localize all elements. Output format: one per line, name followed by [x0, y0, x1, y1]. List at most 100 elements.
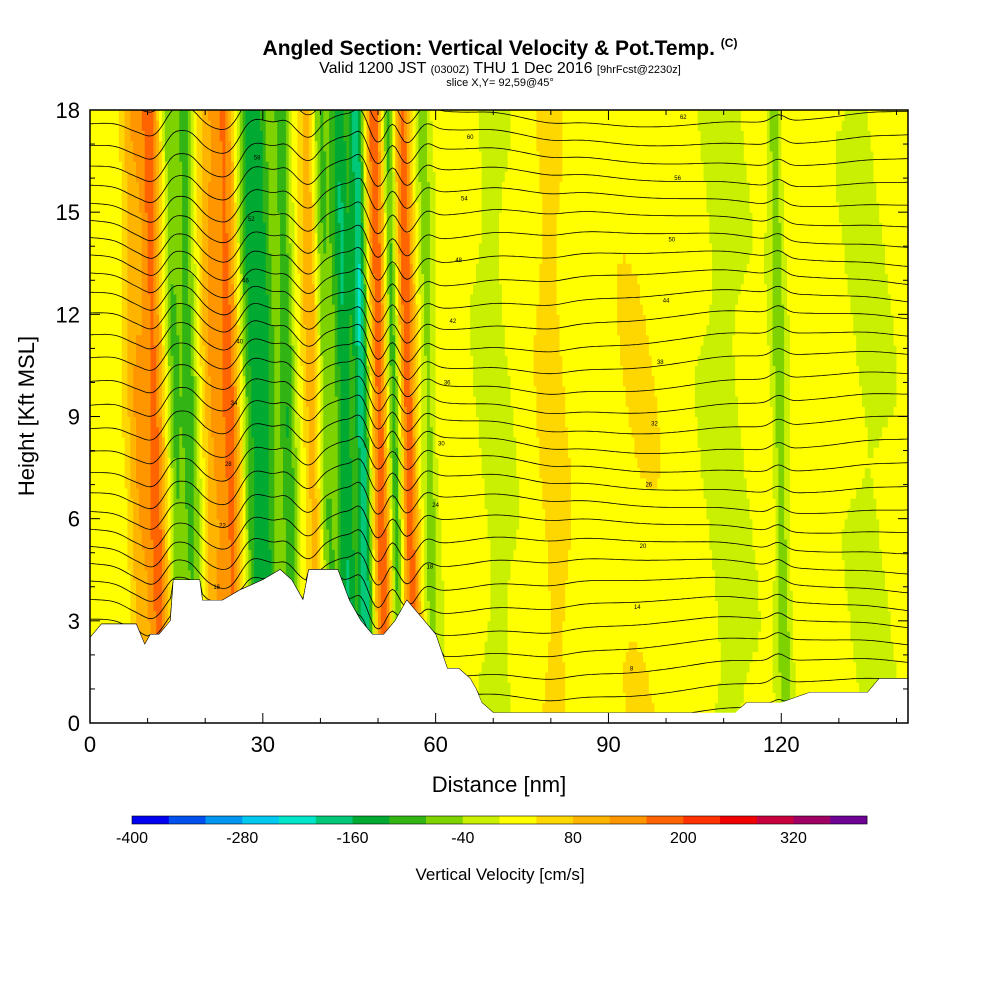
velocity-cell	[179, 273, 183, 285]
velocity-cell	[193, 406, 198, 418]
velocity-cell	[153, 334, 157, 346]
velocity-cell	[228, 375, 232, 387]
velocity-cell	[228, 140, 232, 152]
velocity-cell	[190, 110, 195, 121]
velocity-cell	[236, 201, 241, 213]
velocity-cell	[170, 416, 175, 428]
velocity-cell	[187, 140, 192, 152]
velocity-cell	[124, 477, 129, 489]
velocity-cell	[185, 365, 189, 377]
velocity-cell	[153, 610, 157, 622]
velocity-cell	[90, 130, 94, 142]
velocity-cell	[222, 488, 226, 499]
velocity-cell	[170, 549, 175, 561]
velocity-cell	[213, 181, 218, 193]
velocity-cell	[225, 508, 229, 520]
velocity-cell	[254, 191, 258, 203]
velocity-cell	[150, 457, 154, 469]
velocity-cell	[185, 273, 189, 285]
velocity-cell	[239, 110, 244, 121]
velocity-cell	[239, 242, 244, 254]
velocity-cell	[187, 201, 192, 213]
velocity-cell	[190, 334, 195, 346]
velocity-cell	[127, 283, 131, 295]
velocity-cell	[179, 222, 183, 234]
velocity-cell	[159, 242, 163, 254]
velocity-cell	[153, 191, 157, 203]
velocity-cell	[95, 549, 100, 561]
velocity-cell	[121, 314, 126, 326]
velocity-cell	[173, 201, 177, 213]
velocity-cell	[121, 161, 126, 172]
velocity-cell	[202, 508, 206, 520]
velocity-cell	[153, 508, 157, 520]
velocity-cell	[182, 569, 186, 581]
velocity-cell	[153, 242, 157, 254]
velocity-cell	[231, 273, 235, 285]
velocity-cell	[251, 314, 255, 326]
velocity-cell	[173, 140, 177, 152]
velocity-cell	[216, 406, 221, 418]
velocity-cell	[271, 283, 275, 295]
velocity-cell	[176, 273, 180, 285]
velocity-cell	[265, 253, 270, 264]
velocity-cell	[179, 140, 183, 152]
velocity-cell	[193, 263, 198, 274]
velocity-cell	[213, 201, 218, 213]
velocity-cell	[225, 304, 229, 315]
velocity-cell	[170, 467, 175, 479]
velocity-cell	[213, 355, 218, 366]
velocity-cell	[234, 263, 238, 274]
velocity-cell	[193, 253, 198, 264]
velocity-cell	[104, 590, 108, 601]
velocity-cell	[259, 273, 264, 285]
velocity-cell	[242, 488, 247, 499]
velocity-cell	[113, 610, 117, 622]
velocity-cell	[265, 140, 270, 152]
velocity-cell	[153, 447, 157, 458]
velocity-cell	[242, 396, 247, 407]
velocity-cell	[231, 263, 235, 274]
velocity-cell	[118, 396, 123, 407]
velocity-cell	[156, 416, 160, 428]
velocity-cell	[228, 181, 232, 193]
velocity-cell	[216, 590, 221, 601]
velocity-cell	[136, 120, 140, 131]
velocity-cell	[130, 181, 134, 193]
velocity-cell	[156, 559, 160, 571]
velocity-cell	[144, 549, 149, 561]
velocity-cell	[92, 355, 97, 366]
velocity-cell	[202, 549, 206, 561]
velocity-cell	[228, 314, 232, 326]
velocity-cell	[222, 477, 226, 489]
velocity-cell	[153, 212, 157, 223]
velocity-cell	[98, 365, 103, 377]
velocity-cell	[259, 181, 264, 193]
velocity-cell	[92, 508, 97, 520]
velocity-cell	[277, 355, 281, 366]
velocity-cell	[98, 324, 103, 336]
velocity-cell	[141, 426, 146, 438]
velocity-cell	[101, 201, 105, 213]
velocity-cell	[144, 253, 149, 264]
velocity-cell	[199, 130, 203, 142]
velocity-cell	[219, 457, 224, 469]
velocity-cell	[265, 314, 270, 326]
velocity-cell	[153, 528, 157, 540]
velocity-cell	[156, 263, 160, 274]
velocity-cell	[211, 518, 215, 530]
velocity-cell	[110, 293, 114, 305]
velocity-cell	[248, 467, 252, 479]
velocity-cell	[187, 569, 192, 581]
velocity-cell	[185, 569, 189, 581]
velocity-cell	[225, 406, 229, 418]
velocity-cell	[225, 549, 229, 561]
velocity-cell	[208, 242, 212, 254]
velocity-cell	[283, 406, 287, 418]
velocity-cell	[259, 477, 264, 489]
velocity-cell	[136, 273, 140, 285]
velocity-cell	[259, 488, 264, 499]
velocity-cell	[208, 406, 212, 418]
velocity-cell	[262, 150, 267, 162]
velocity-cell	[92, 273, 97, 285]
